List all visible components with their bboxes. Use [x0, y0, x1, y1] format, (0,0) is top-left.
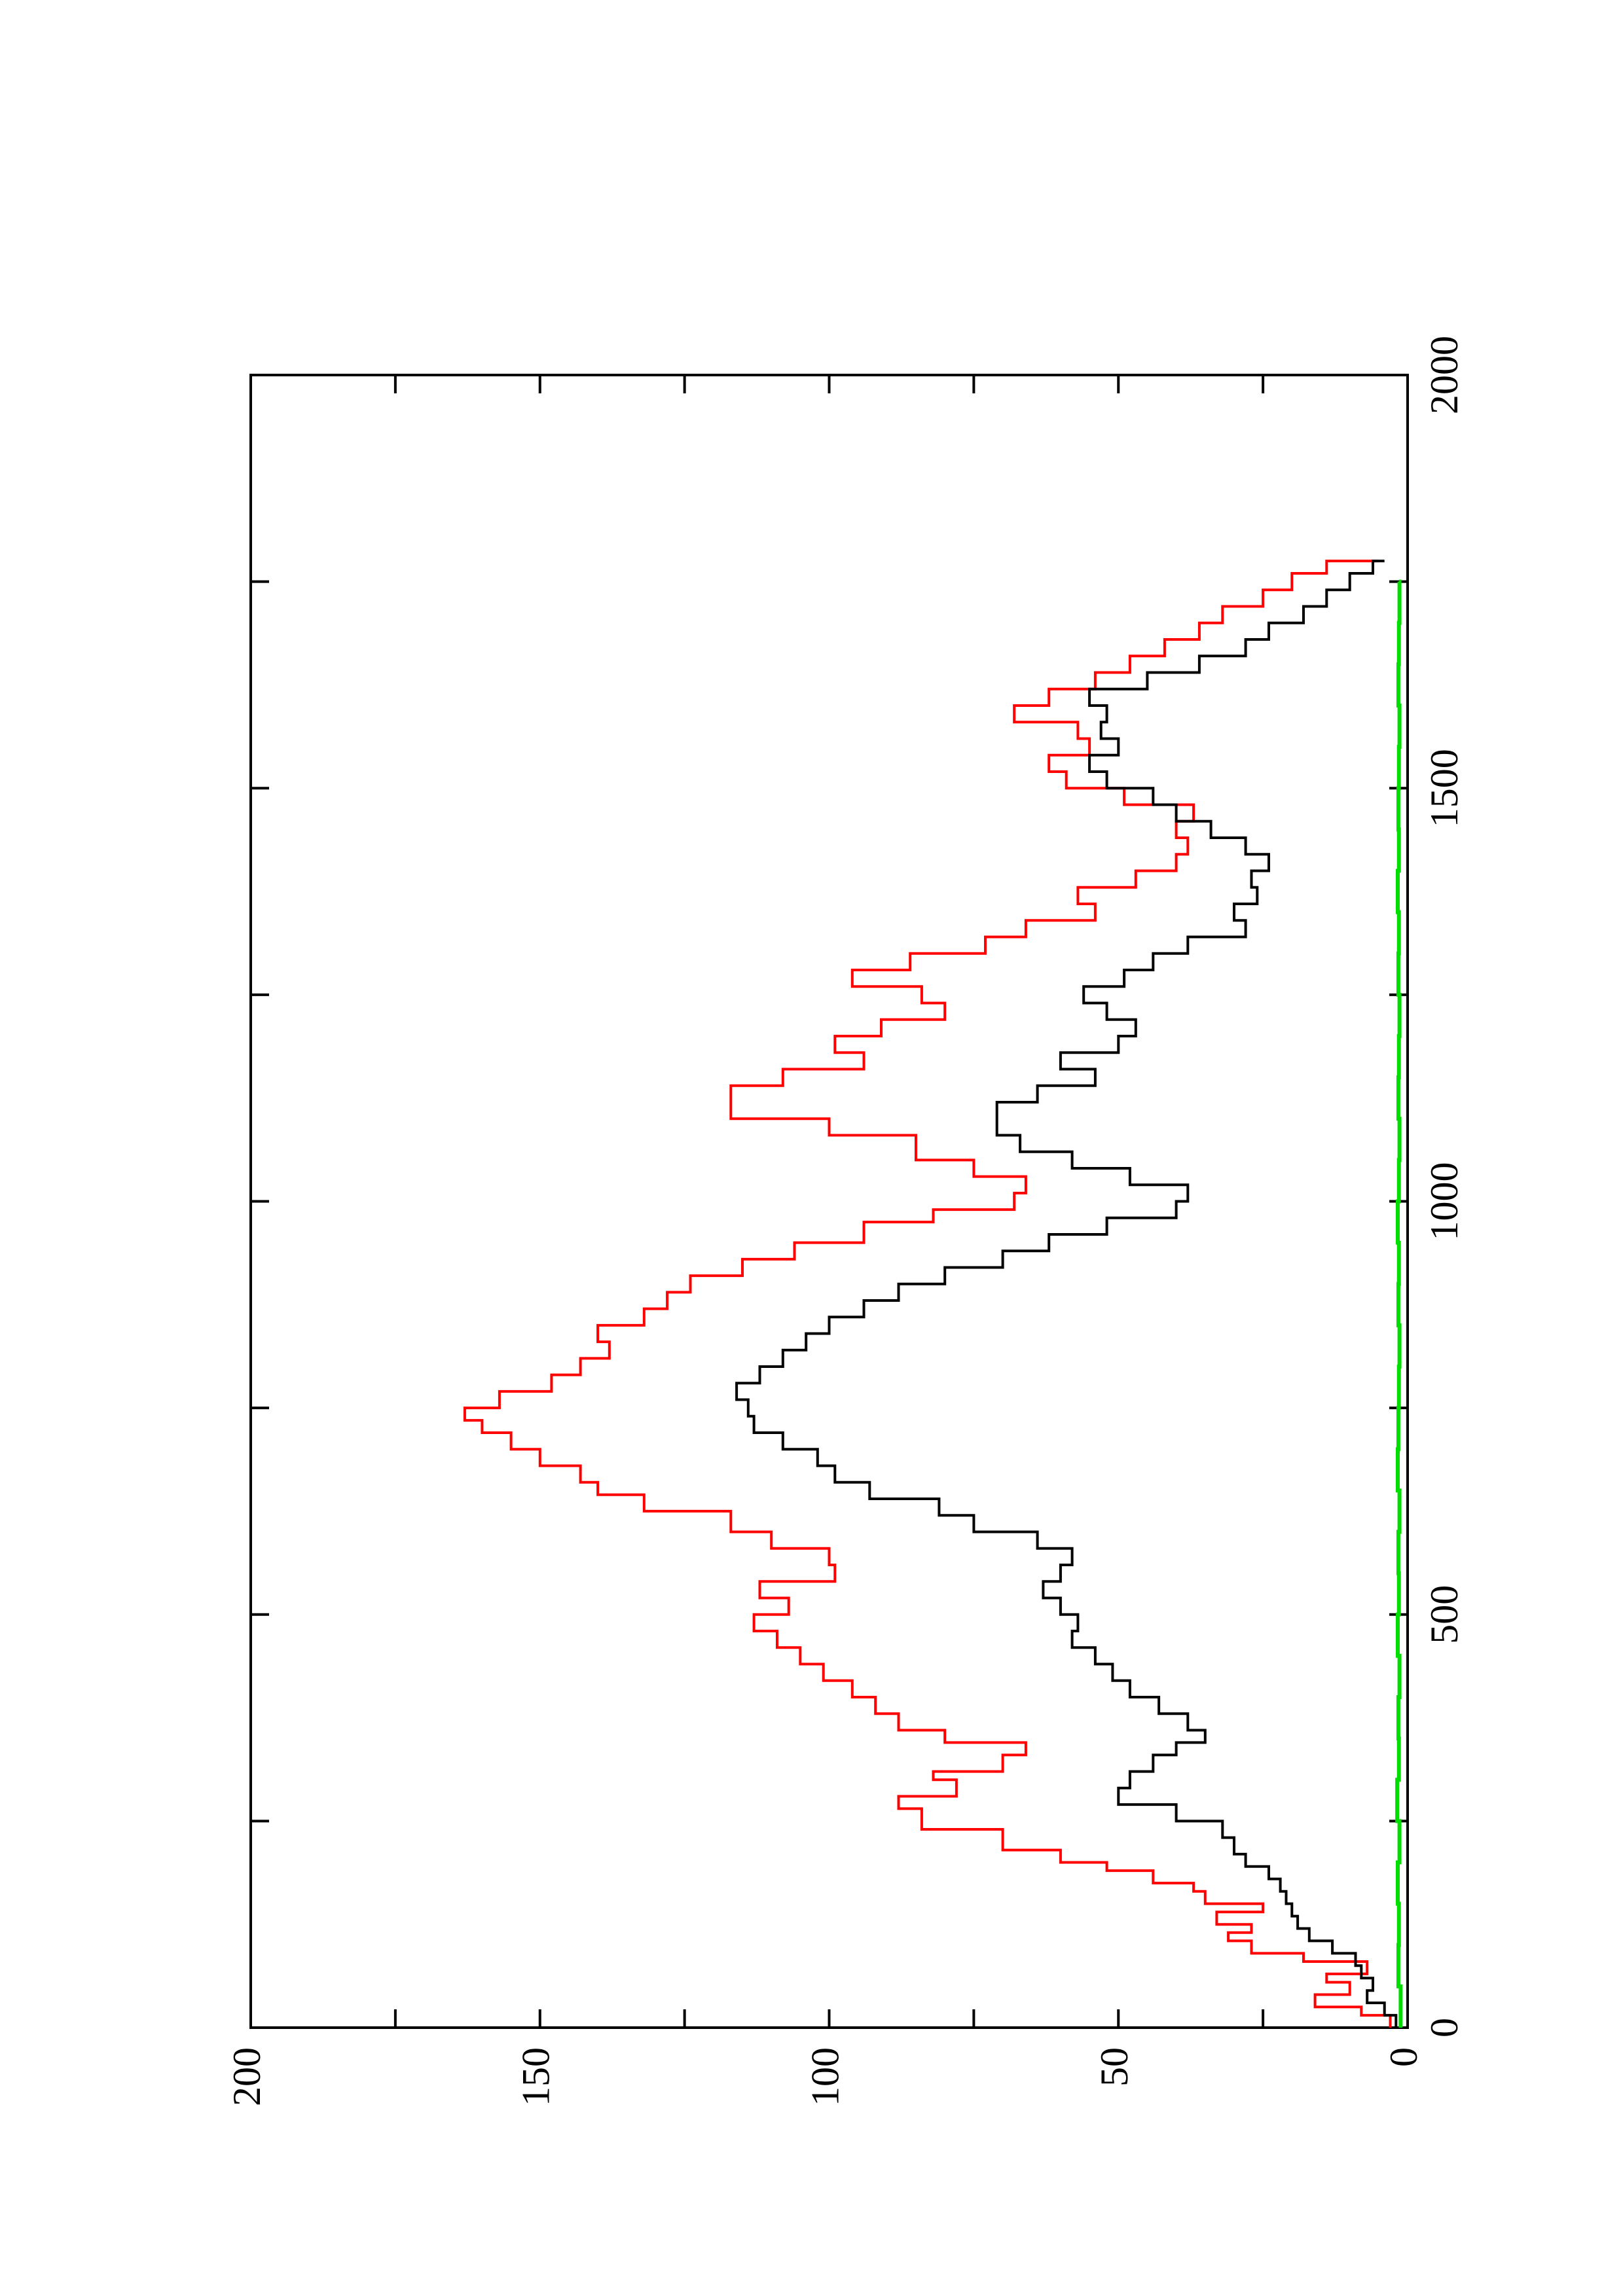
series-line-2 — [735, 560, 1398, 2028]
x-tick-label: 2000 — [1423, 336, 1466, 414]
tick-labels: 0 500 1000 1500 2000 0 50 100 150 200 — [225, 336, 1466, 2106]
x-tick-label: 1000 — [1423, 1162, 1466, 1241]
y-tick-label: 150 — [515, 2047, 558, 2106]
series-lines — [463, 560, 1403, 2028]
tick-marks — [249, 374, 1409, 2029]
x-tick-label: 1500 — [1423, 749, 1466, 827]
y-tick-label: 0 — [1382, 2047, 1425, 2067]
x-tick-label: 500 — [1423, 1585, 1466, 1644]
y-tick-label: 50 — [1093, 2047, 1136, 2087]
y-tick-label: 200 — [225, 2047, 268, 2106]
y-tick-label: 100 — [803, 2047, 847, 2106]
x-tick-label: 0 — [1423, 2018, 1466, 2037]
series-line-3 — [1395, 579, 1403, 2028]
plot-frame — [249, 374, 1409, 2029]
series-line-1 — [463, 560, 1392, 2028]
